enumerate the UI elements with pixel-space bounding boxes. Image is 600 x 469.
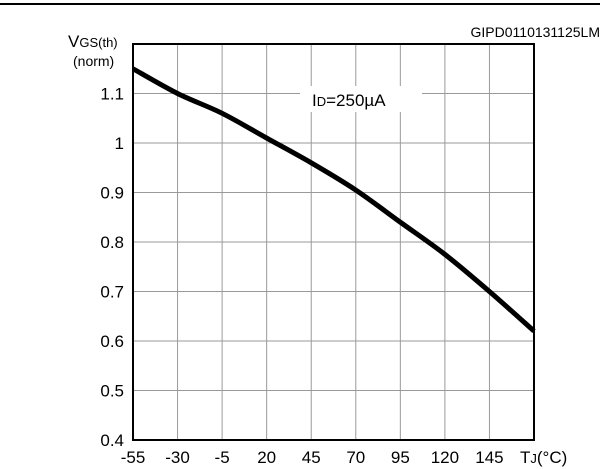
plot-frame <box>132 43 535 441</box>
x-tick-label: 120 <box>431 448 459 467</box>
x-tick-label: 95 <box>391 448 410 467</box>
x-tick-label: -55 <box>121 448 146 467</box>
y-axis-label-norm: (norm) <box>73 53 114 69</box>
x-axis-label-main: T <box>520 448 530 467</box>
x-axis-label-sub: J <box>530 451 537 466</box>
annotation-background <box>300 86 422 112</box>
y-tick-label: 0.7 <box>100 283 124 302</box>
x-tick-label: 20 <box>257 448 276 467</box>
annotation-label: ID=250µA <box>312 91 386 110</box>
x-tick-label: 145 <box>475 448 503 467</box>
y-tick-labels: 0.4 0.5 0.6 0.7 0.8 0.9 1 1.1 <box>100 85 124 451</box>
figure-id: GIPD0110131125LM <box>471 24 600 40</box>
annotation-sub: D <box>317 94 326 109</box>
x-tick-labels: -55 -30 -5 20 45 70 95 120 145 <box>121 448 504 467</box>
x-tick-label: -5 <box>215 448 230 467</box>
x-axis-label-unit: (°C) <box>537 448 567 467</box>
y-axis-label: VGS(th) <box>68 32 118 51</box>
y-tick-label: 0.9 <box>100 184 124 203</box>
y-tick-label: 1.1 <box>100 85 124 104</box>
y-tick-label: 0.4 <box>100 431 124 450</box>
annotation-value: =250µA <box>326 91 386 110</box>
x-tick-label: 70 <box>346 448 365 467</box>
annotation-main: I <box>312 91 317 110</box>
x-tick-label: -30 <box>165 448 190 467</box>
series-line <box>131 66 536 333</box>
x-axis-label: TJ(°C) <box>520 448 567 467</box>
y-axis-label-main: V <box>68 32 80 51</box>
y-tick-label: 0.6 <box>100 332 124 351</box>
y-tick-label: 1 <box>115 134 124 153</box>
y-tick-label: 0.5 <box>100 382 124 401</box>
x-tick-label: 45 <box>302 448 321 467</box>
y-tick-label: 0.8 <box>100 233 124 252</box>
y-axis-label-sub: GS(th) <box>79 35 117 50</box>
